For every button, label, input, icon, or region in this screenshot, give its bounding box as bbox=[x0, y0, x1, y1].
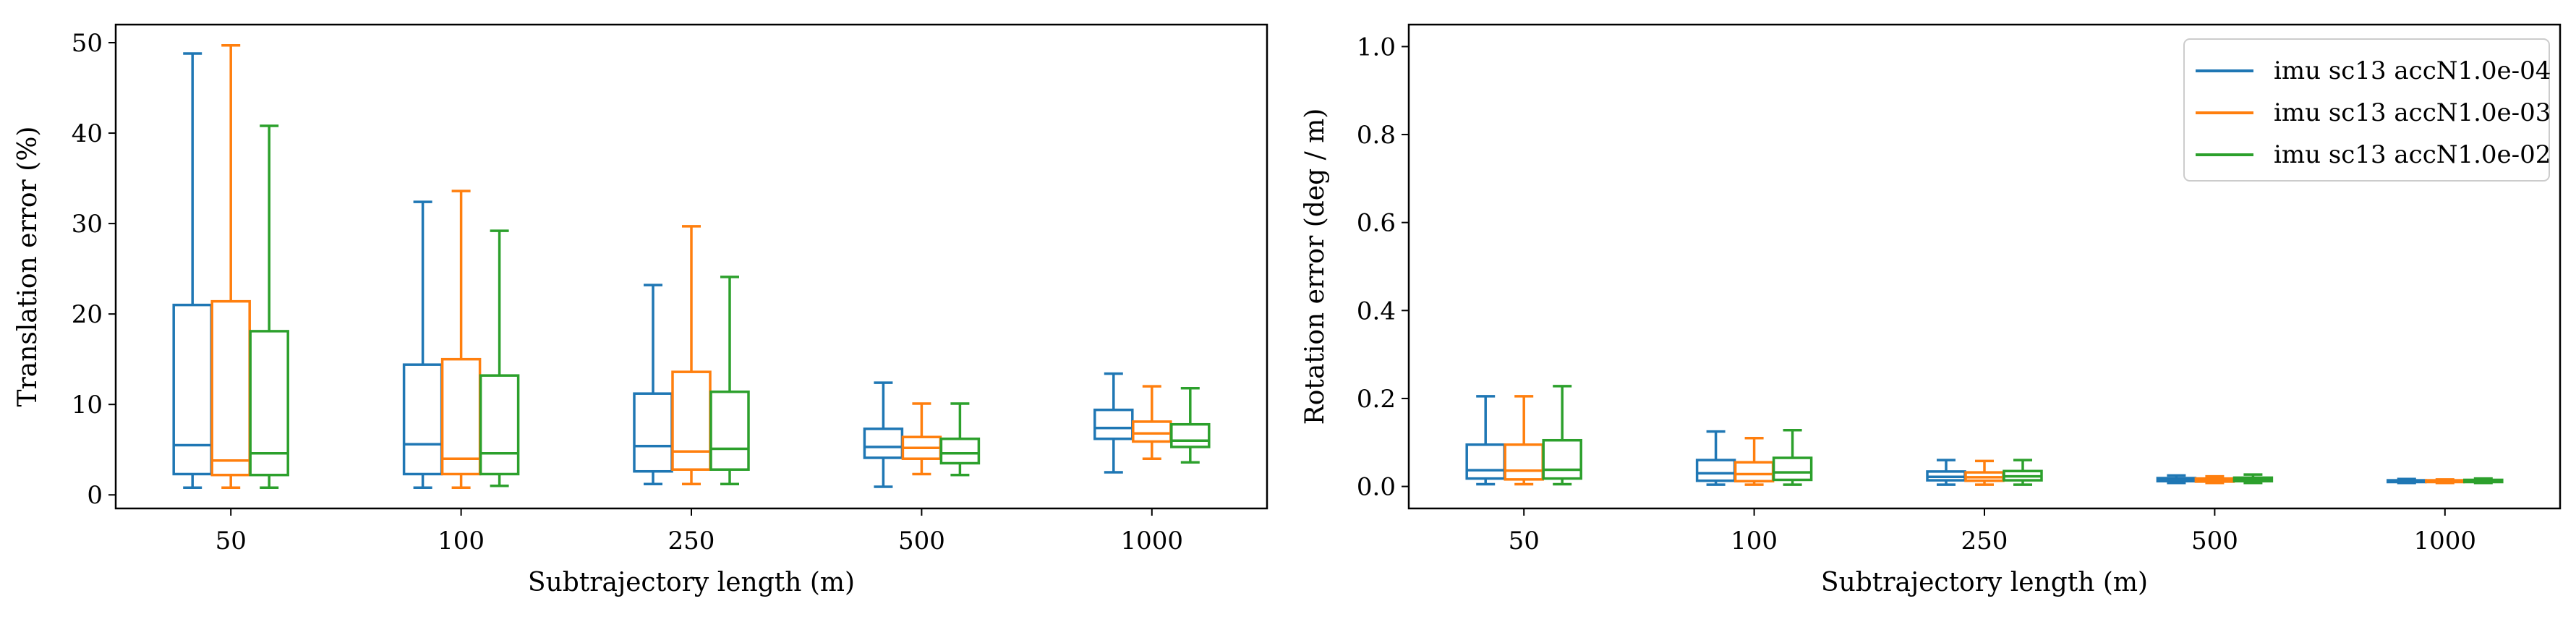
iqr-box bbox=[1132, 420, 1172, 443]
legend: imu sc13 accN1.0e-04 imu sc13 accN1.0e-03… bbox=[2183, 38, 2551, 182]
x-tick-label: 1000 bbox=[1121, 527, 1184, 555]
x-axis-label: Subtrajectory length (m) bbox=[1821, 568, 2148, 597]
rotation-error-panel: 0.0 0.2 0.4 0.6 0.8 1.0 50 100 250 500 1000 Subtraj… bbox=[1300, 23, 2562, 597]
x-tick-label: 100 bbox=[438, 527, 485, 555]
legend-entry-label: imu sc13 accN1.0e-04 bbox=[2274, 56, 2551, 85]
box-plot-imu-sc13-accN1-0e-02-500 bbox=[939, 402, 981, 477]
box-plot-imu-sc13-accN1-0e-02-1000 bbox=[2463, 477, 2504, 485]
y-tick-label: 0.6 bbox=[1357, 209, 1396, 238]
iqr-box bbox=[1542, 438, 1582, 480]
y-tick-label: 0.0 bbox=[1357, 473, 1396, 502]
x-tick-label: 50 bbox=[1509, 527, 1540, 555]
y-tick-label: 10 bbox=[72, 391, 103, 419]
x-tick-label: 250 bbox=[1961, 527, 2008, 555]
x-tick-label: 50 bbox=[216, 527, 247, 555]
iqr-box bbox=[1504, 443, 1544, 481]
box-plot-imu-sc13-accN1-0e-03-250 bbox=[671, 225, 712, 485]
box-plot-imu-sc13-accN1-0e-02-100 bbox=[479, 229, 520, 487]
box-plot-imu-sc13-accN1-0e-04-500 bbox=[2156, 474, 2197, 485]
translation-error-panel: 0 10 20 30 40 50 50 100 250 500 1000 Subtrajectory … bbox=[13, 23, 1268, 597]
iqr-box bbox=[249, 330, 289, 477]
box-plot-imu-sc13-accN1-0e-04-250 bbox=[1926, 459, 1966, 486]
legend-entry-label: imu sc13 accN1.0e-03 bbox=[2274, 98, 2551, 127]
box-plot-imu-sc13-accN1-0e-02-50 bbox=[1542, 385, 1582, 486]
box-plot-imu-sc13-accN1-0e-03-500 bbox=[2194, 474, 2235, 485]
box-plot-imu-sc13-accN1-0e-03-50 bbox=[210, 44, 251, 489]
x-tick-label: 1000 bbox=[2414, 527, 2477, 555]
iqr-box bbox=[210, 299, 251, 477]
y-tick-label: 0 bbox=[87, 481, 103, 510]
x-axis-label: Subtrajectory length (m) bbox=[528, 568, 855, 597]
box-plot-imu-sc13-accN1-0e-03-500 bbox=[901, 402, 942, 476]
x-tick-label: 250 bbox=[668, 527, 715, 555]
box-plot-imu-sc13-accN1-0e-03-1000 bbox=[1132, 385, 1172, 460]
box-plot-imu-sc13-accN1-0e-04-100 bbox=[402, 200, 443, 489]
iqr-box bbox=[671, 370, 712, 471]
box-plot-imu-sc13-accN1-0e-04-100 bbox=[1695, 430, 1736, 486]
iqr-box bbox=[402, 363, 443, 476]
y-tick-label: 40 bbox=[72, 119, 103, 148]
iqr-box bbox=[479, 374, 520, 476]
iqr-box bbox=[939, 437, 981, 465]
y-tick-label: 30 bbox=[72, 210, 103, 239]
box-plot-imu-sc13-accN1-0e-02-50 bbox=[249, 124, 289, 489]
box-plot-imu-sc13-accN1-0e-04-1000 bbox=[2387, 477, 2427, 485]
iqr-box bbox=[172, 303, 213, 476]
iqr-box bbox=[1093, 408, 1134, 440]
x-tick-label: 500 bbox=[2191, 527, 2238, 555]
box-plot-imu-sc13-accN1-0e-04-1000 bbox=[1093, 372, 1134, 474]
iqr-box bbox=[863, 427, 904, 459]
box-plot-imu-sc13-accN1-0e-03-100 bbox=[1733, 436, 1775, 486]
box-plot-imu-sc13-accN1-0e-03-250 bbox=[1964, 459, 2005, 486]
x-tick-label: 500 bbox=[898, 527, 945, 555]
box-plot-imu-sc13-accN1-0e-02-1000 bbox=[1170, 386, 1211, 464]
box-plot-imu-sc13-accN1-0e-03-1000 bbox=[2425, 478, 2465, 485]
iqr-box bbox=[1695, 459, 1736, 482]
box-plot-imu-sc13-accN1-0e-04-50 bbox=[1465, 395, 1506, 486]
y-tick-label: 0.4 bbox=[1357, 297, 1396, 325]
y-axis-label: Rotation error (deg / m) bbox=[1300, 108, 1330, 425]
box-plot-imu-sc13-accN1-0e-02-100 bbox=[1772, 428, 1813, 486]
iqr-box bbox=[1170, 422, 1211, 448]
iqr-box bbox=[1465, 443, 1506, 480]
y-tick-label: 20 bbox=[72, 300, 103, 329]
box-plot-imu-sc13-accN1-0e-02-250 bbox=[2003, 459, 2043, 486]
iqr-box bbox=[633, 392, 673, 473]
iqr-box bbox=[440, 357, 482, 476]
box-plot-imu-sc13-accN1-0e-03-50 bbox=[1504, 395, 1544, 486]
box-plot-imu-sc13-accN1-0e-04-500 bbox=[863, 381, 904, 488]
box-plot-imu-sc13-accN1-0e-03-100 bbox=[440, 189, 482, 489]
box-plot-imu-sc13-accN1-0e-04-250 bbox=[633, 284, 673, 485]
y-axis-label: Translation error (%) bbox=[13, 127, 43, 407]
iqr-box bbox=[709, 390, 750, 471]
x-tick-label: 100 bbox=[1731, 527, 1778, 555]
iqr-box bbox=[1733, 461, 1775, 483]
legend-entry-label: imu sc13 accN1.0e-02 bbox=[2274, 140, 2551, 169]
y-tick-label: 50 bbox=[72, 29, 103, 58]
box-plot-imu-sc13-accN1-0e-02-500 bbox=[2232, 473, 2274, 485]
box-plot-imu-sc13-accN1-0e-02-250 bbox=[709, 276, 750, 485]
box-plot-imu-sc13-accN1-0e-04-50 bbox=[172, 52, 213, 489]
iqr-box bbox=[1772, 456, 1813, 482]
y-tick-label: 0.2 bbox=[1357, 385, 1396, 414]
y-tick-label: 1.0 bbox=[1357, 33, 1396, 61]
legend-frame bbox=[2183, 38, 2550, 182]
y-tick-label: 0.8 bbox=[1357, 121, 1396, 150]
